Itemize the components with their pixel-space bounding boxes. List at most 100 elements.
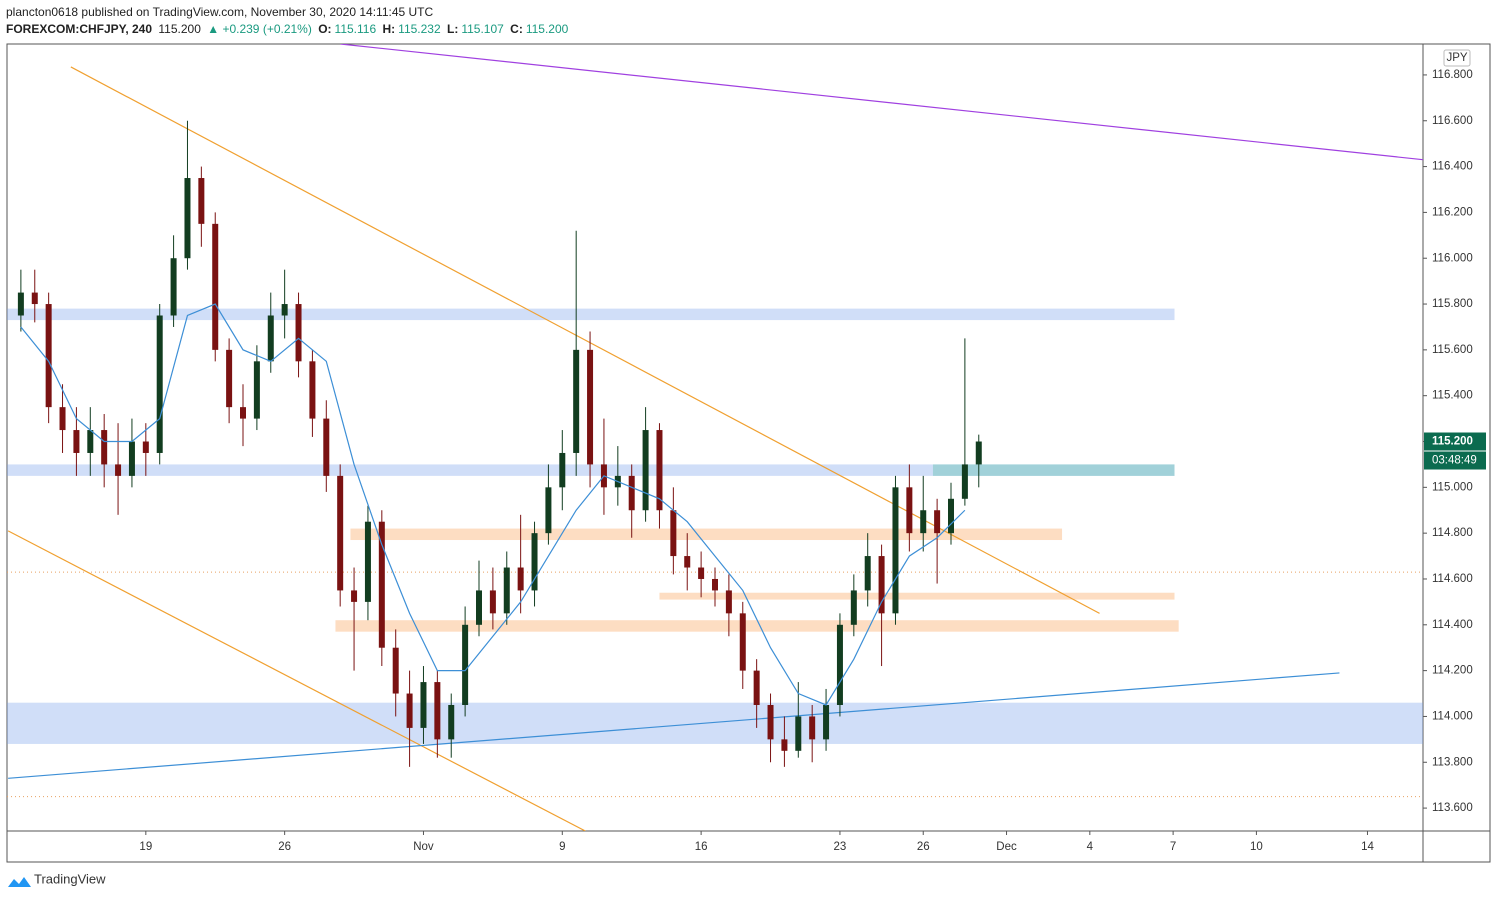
currency-box — [1443, 49, 1471, 67]
candle-body — [212, 223, 219, 350]
plot — [7, 44, 1423, 831]
countdown-box — [1424, 451, 1486, 470]
y-tick-label: 116.600 — [1432, 115, 1473, 127]
y-tick-label: 114.800 — [1432, 527, 1473, 539]
candle-body — [337, 475, 344, 591]
moving-average — [20, 303, 966, 706]
x-tick-label: 19 — [139, 841, 152, 853]
symbol-line: FOREXCOM:CHFJPY, 240 115.200 ▲ +0.239 (+… — [6, 22, 571, 36]
candle-body — [767, 704, 774, 740]
x-tick-label: Nov — [413, 841, 434, 853]
candle-body — [101, 430, 108, 465]
candle-body — [753, 670, 760, 705]
zone — [7, 702, 1423, 744]
x-tick-label: 4 — [1087, 841, 1094, 853]
candle-body — [392, 647, 399, 694]
candle-body — [878, 556, 885, 614]
y-tick-label: 113.600 — [1432, 802, 1473, 814]
candle-body — [448, 704, 455, 740]
candle-body — [934, 510, 941, 534]
candle-body — [906, 487, 913, 534]
candle-body — [920, 510, 927, 534]
candle-body — [489, 590, 496, 614]
symbol: FOREXCOM:CHFJPY, 240 — [6, 22, 153, 36]
candle-body — [836, 624, 843, 705]
candle-body — [823, 704, 830, 740]
candle-body — [59, 407, 66, 431]
candle-body — [420, 682, 427, 728]
currency: JPY — [1446, 52, 1467, 64]
x-tick-label: 26 — [278, 841, 291, 853]
candle-body — [531, 533, 538, 591]
last: 115.200 — [158, 22, 201, 36]
candle-body — [142, 441, 149, 453]
publisher-line: plancton0618 published on TradingView.co… — [6, 5, 436, 19]
x-tick-label: 23 — [834, 841, 847, 853]
candle-body — [545, 487, 552, 534]
candle-body — [517, 567, 524, 591]
zone — [335, 620, 1179, 632]
trendline — [7, 530, 586, 831]
x-tick-label: 7 — [1170, 841, 1176, 853]
change: ▲ +0.239 (+0.21%) — [207, 22, 312, 36]
candle-body — [656, 430, 663, 511]
countdown: 03:48:49 — [1432, 455, 1477, 467]
y-tick-label: 115.000 — [1432, 481, 1473, 493]
x-tick-label: 14 — [1361, 841, 1374, 853]
candle-body — [864, 556, 871, 591]
y-tick-label: 115.400 — [1432, 390, 1473, 402]
candle-body — [170, 258, 177, 316]
candle-body — [809, 716, 816, 740]
candle-body — [295, 304, 302, 362]
y-tick-label: 116.000 — [1432, 252, 1473, 264]
candle-body — [351, 590, 358, 602]
zone — [7, 464, 1175, 476]
candle-body — [961, 464, 968, 499]
y-tick-label: 115.800 — [1432, 298, 1473, 310]
candle-body — [253, 361, 260, 419]
y-tick-label: 115.600 — [1432, 344, 1473, 356]
candle-body — [559, 452, 566, 488]
candle-body — [573, 349, 580, 453]
candle-body — [670, 510, 677, 557]
candle-body — [364, 521, 371, 602]
l: 115.107 — [461, 22, 504, 36]
candle-body — [684, 556, 691, 568]
candle-body — [739, 613, 746, 671]
candle-body — [309, 361, 316, 419]
candle-body — [323, 418, 330, 476]
candle-body — [476, 590, 482, 625]
candle-body — [434, 682, 441, 740]
candle-body — [850, 590, 857, 625]
x-tick-label: 16 — [695, 841, 708, 853]
y-tick-label: 116.400 — [1432, 161, 1473, 173]
brand: TradingView — [34, 871, 106, 886]
candle-body — [725, 590, 732, 614]
zone — [659, 592, 1175, 600]
x-tick-label: Dec — [996, 841, 1017, 853]
x-tick-label: 9 — [559, 841, 565, 853]
price-box — [1424, 432, 1486, 451]
candle-body — [892, 487, 899, 614]
trendline — [8, 672, 1340, 779]
candle-body — [698, 567, 705, 579]
y-tick-label: 116.200 — [1432, 206, 1473, 218]
price-label: 115.200 — [1432, 436, 1473, 448]
trendline — [70, 66, 1100, 614]
c-label: C: — [510, 22, 523, 36]
x-tick-label: 26 — [917, 841, 930, 853]
h-label: H: — [382, 22, 396, 36]
h: 115.232 — [398, 22, 441, 36]
candle-body — [587, 349, 594, 465]
candle-body — [948, 498, 954, 534]
l-label: L: — [447, 22, 459, 36]
candle-body — [31, 292, 38, 305]
candle-body — [378, 521, 385, 648]
publisher: plancton0618 published on TradingView.co… — [6, 5, 434, 19]
o-label: O: — [318, 22, 332, 36]
zone — [350, 528, 1063, 541]
candle-body — [184, 178, 191, 259]
candle-body — [115, 464, 122, 476]
